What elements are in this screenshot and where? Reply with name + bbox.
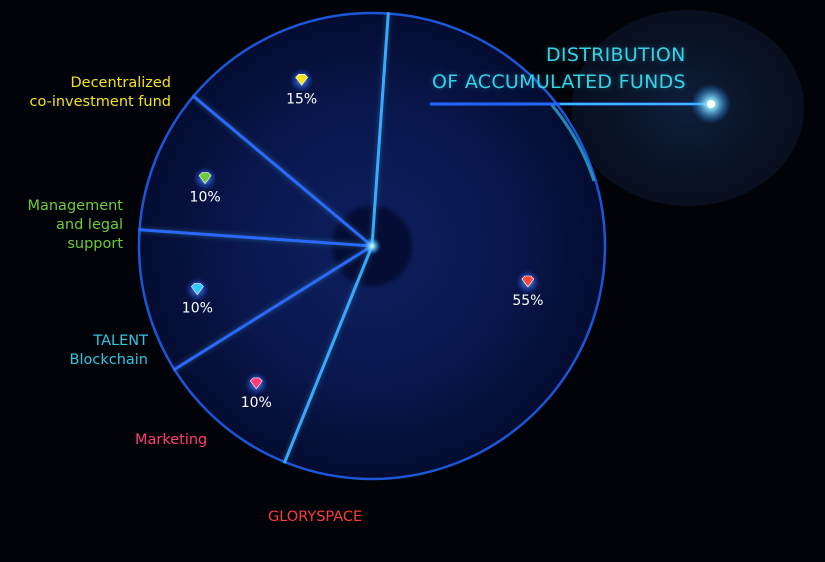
slice-category-label: Decentralized co-investment fund — [29, 74, 171, 112]
slice-value-label: 10% — [241, 395, 272, 411]
slice-value-labels: 55% 10% 10% 10% 15% — [182, 91, 544, 411]
slice-markers — [185, 68, 540, 396]
slice-marker-gem-icon — [295, 74, 309, 86]
slice-category-label-line: and legal — [56, 217, 123, 233]
slice-divider — [370, 12, 390, 248]
title-pointer — [430, 84, 731, 182]
slice-category-label-line: Decentralized — [70, 75, 172, 91]
slice-marker-gem-icon — [190, 283, 204, 296]
slice-marker-gem-icon — [198, 172, 212, 185]
slice-category-label-line: Blockchain — [69, 352, 148, 368]
slice-value-label: 10% — [182, 301, 213, 317]
slice-category-label-line: Management — [27, 198, 123, 214]
slice-value-label: 55% — [512, 293, 543, 309]
slice-category-label-line: GLORYSPACE — [268, 509, 363, 525]
slice-category-label-line: TALENT — [93, 333, 148, 349]
pie-center-glow — [363, 237, 381, 255]
slice-category-label-line: support — [67, 236, 123, 252]
chart-title-line-1: DISTRIBUTION — [546, 44, 686, 66]
slice-divider — [172, 244, 374, 371]
slice-category-label: GLORYSPACE — [268, 508, 362, 527]
title-pointer-arc — [549, 103, 596, 182]
slice-dividers — [138, 12, 392, 464]
slice-divider — [192, 94, 374, 248]
title-callout-background — [572, 10, 804, 206]
slice-divider — [283, 244, 374, 464]
slice-marker-gem-icon — [521, 275, 535, 288]
slice-divider — [138, 228, 374, 248]
slice-marker-gem-icon — [249, 377, 263, 390]
slice-category-label-line: Marketing — [135, 432, 208, 448]
title-pointer-dot — [707, 100, 715, 108]
slice-category-label: TALENT Blockchain — [70, 332, 148, 370]
slice-value-label: 10% — [190, 190, 221, 206]
slice-value-label: 15% — [286, 91, 317, 107]
chart-title-line-2: OF ACCUMULATED FUNDS — [432, 71, 686, 93]
slice-category-label: Management and legal support — [27, 197, 123, 254]
callout-ellipse — [572, 10, 804, 206]
slice-category-label: Marketing — [135, 431, 207, 450]
slice-category-label-line: co-investment fund — [29, 94, 171, 110]
